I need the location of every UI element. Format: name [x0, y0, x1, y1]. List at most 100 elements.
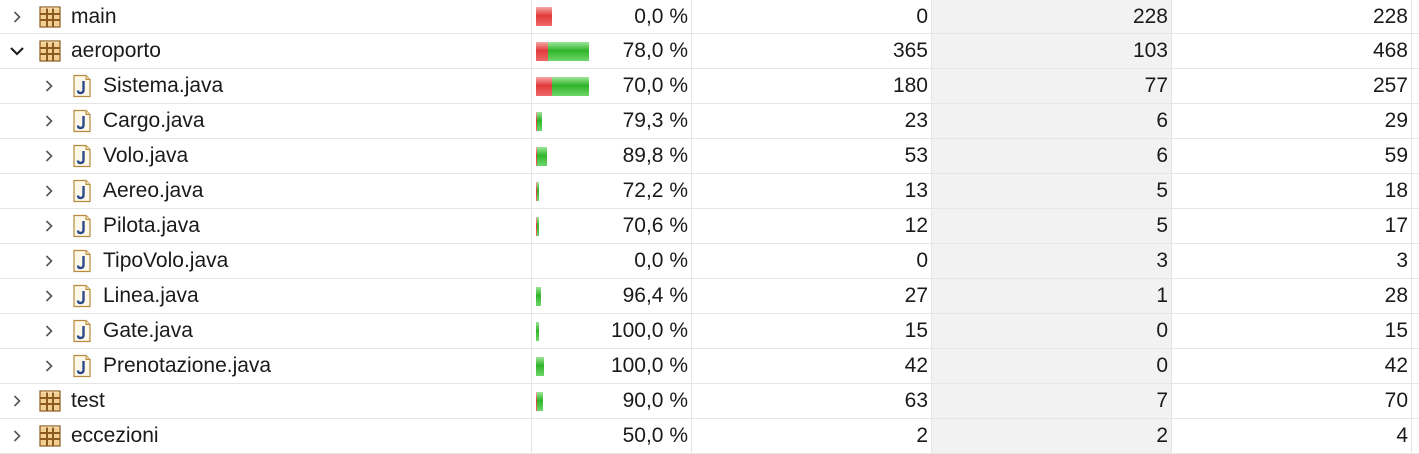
- coverage-percent: 96,4 %: [622, 284, 688, 307]
- total-instructions: 15: [1172, 314, 1412, 348]
- coverage-cell: 0,0 %: [532, 0, 692, 33]
- covered-segment: [537, 216, 539, 236]
- coverage-bar: [536, 111, 542, 131]
- coverage-percent: 78,0 %: [622, 39, 688, 62]
- missed-instructions: 228: [932, 0, 1172, 33]
- covered-instructions: 12: [692, 209, 932, 243]
- coverage-bar: [536, 321, 539, 341]
- tree-row-pilota-java[interactable]: Pilota.java 70,6 % 12 5 17: [0, 209, 1419, 244]
- element-cell: Prenotazione.java: [0, 349, 532, 383]
- chevron-right-icon[interactable]: [7, 391, 27, 411]
- coverage-bar: [536, 7, 552, 26]
- missed-instructions: 103: [932, 34, 1172, 68]
- coverage-bar: [536, 356, 544, 376]
- java-file-icon: [70, 179, 94, 203]
- chevron-right-icon[interactable]: [39, 286, 59, 306]
- package-icon: [38, 39, 62, 63]
- element-cell: Cargo.java: [0, 104, 532, 138]
- element-name: main: [71, 4, 117, 28]
- element-cell: Pilota.java: [0, 209, 532, 243]
- covered-segment: [536, 321, 539, 341]
- missed-instructions: 77: [932, 69, 1172, 103]
- tree-row-tipovolo-java[interactable]: TipoVolo.java 0,0 % 0 3 3: [0, 244, 1419, 279]
- missed-instructions: 3: [932, 244, 1172, 278]
- covered-instructions: 13: [692, 174, 932, 208]
- tree-row-aereo-java[interactable]: Aereo.java 72,2 % 13 5 18: [0, 174, 1419, 209]
- coverage-percent: 90,0 %: [622, 389, 688, 412]
- tree-row-eccezioni[interactable]: eccezioni 50,0 % 2 2 4: [0, 419, 1419, 454]
- element-name: Linea.java: [103, 284, 199, 307]
- missed-segment: [536, 146, 537, 166]
- covered-instructions: 63: [692, 384, 932, 418]
- coverage-cell: 0,0 %: [532, 244, 692, 278]
- coverage-percent: 70,0 %: [622, 74, 688, 97]
- tree-row-prenotazione-java[interactable]: Prenotazione.java 100,0 % 42 0 42: [0, 349, 1419, 384]
- element-name: aeroporto: [71, 39, 161, 62]
- element-cell: Sistema.java: [0, 69, 532, 103]
- missed-segment: [536, 391, 537, 411]
- missed-segment: [536, 76, 552, 96]
- coverage-percent: 79,3 %: [622, 109, 688, 132]
- chevron-right-icon[interactable]: [39, 251, 59, 271]
- tree-row-main[interactable]: main 0,0 % 0 228 228: [0, 0, 1419, 34]
- coverage-cell: 100,0 %: [532, 314, 692, 348]
- element-name: Cargo.java: [103, 109, 205, 132]
- missed-segment: [536, 216, 537, 236]
- missed-instructions: 6: [932, 139, 1172, 173]
- coverage-cell: 90,0 %: [532, 384, 692, 418]
- coverage-cell: 72,2 %: [532, 174, 692, 208]
- chevron-right-icon[interactable]: [39, 356, 59, 376]
- java-file-icon: [70, 144, 94, 168]
- chevron-right-icon[interactable]: [39, 76, 59, 96]
- total-instructions: 468: [1172, 34, 1412, 68]
- package-icon: [38, 389, 62, 413]
- covered-instructions: 15: [692, 314, 932, 348]
- total-instructions: 70: [1172, 384, 1412, 418]
- element-cell: Linea.java: [0, 279, 532, 313]
- coverage-percent: 0,0 %: [634, 4, 688, 28]
- missed-instructions: 5: [932, 209, 1172, 243]
- covered-instructions: 0: [692, 0, 932, 33]
- missed-segment: [536, 181, 537, 201]
- tree-row-test[interactable]: test 90,0 % 63 7 70: [0, 384, 1419, 419]
- element-name: Volo.java: [103, 144, 189, 167]
- chevron-right-icon[interactable]: [39, 216, 59, 236]
- total-instructions: 42: [1172, 349, 1412, 383]
- chevron-right-icon[interactable]: [39, 181, 59, 201]
- tree-row-cargo-java[interactable]: Cargo.java 79,3 % 23 6 29: [0, 104, 1419, 139]
- coverage-bar: [536, 181, 539, 201]
- element-name: TipoVolo.java: [103, 249, 229, 272]
- total-instructions: 3: [1172, 244, 1412, 278]
- chevron-right-icon[interactable]: [39, 321, 59, 341]
- covered-instructions: 180: [692, 69, 932, 103]
- chevron-right-icon[interactable]: [7, 7, 27, 27]
- covered-segment: [537, 181, 539, 201]
- tree-row-volo-java[interactable]: Volo.java 89,8 % 53 6 59: [0, 139, 1419, 174]
- chevron-right-icon[interactable]: [7, 426, 27, 446]
- tree-row-aeroporto[interactable]: aeroporto 78,0 % 365 103 468: [0, 34, 1419, 69]
- coverage-percent: 70,6 %: [622, 214, 688, 237]
- java-file-icon: [70, 319, 94, 343]
- chevron-right-icon[interactable]: [39, 111, 59, 131]
- covered-segment: [537, 391, 543, 411]
- element-cell: main: [0, 0, 532, 33]
- package-icon: [38, 5, 62, 29]
- tree-row-sistema-java[interactable]: Sistema.java 70,0 % 180 77 257: [0, 69, 1419, 104]
- missed-segment: [536, 41, 548, 61]
- missed-segment: [536, 111, 537, 131]
- coverage-bar: [536, 76, 589, 96]
- covered-instructions: 2: [692, 419, 932, 453]
- total-instructions: 28: [1172, 279, 1412, 313]
- missed-instructions: 5: [932, 174, 1172, 208]
- covered-segment: [552, 76, 589, 96]
- missed-instructions: 2: [932, 419, 1172, 453]
- tree-row-gate-java[interactable]: Gate.java 100,0 % 15 0 15: [0, 314, 1419, 349]
- covered-segment: [536, 286, 541, 306]
- covered-instructions: 0: [692, 244, 932, 278]
- java-file-icon: [70, 214, 94, 238]
- chevron-down-icon[interactable]: [7, 41, 27, 61]
- total-instructions: 4: [1172, 419, 1412, 453]
- coverage-cell: 96,4 %: [532, 279, 692, 313]
- chevron-right-icon[interactable]: [39, 146, 59, 166]
- tree-row-linea-java[interactable]: Linea.java 96,4 % 27 1 28: [0, 279, 1419, 314]
